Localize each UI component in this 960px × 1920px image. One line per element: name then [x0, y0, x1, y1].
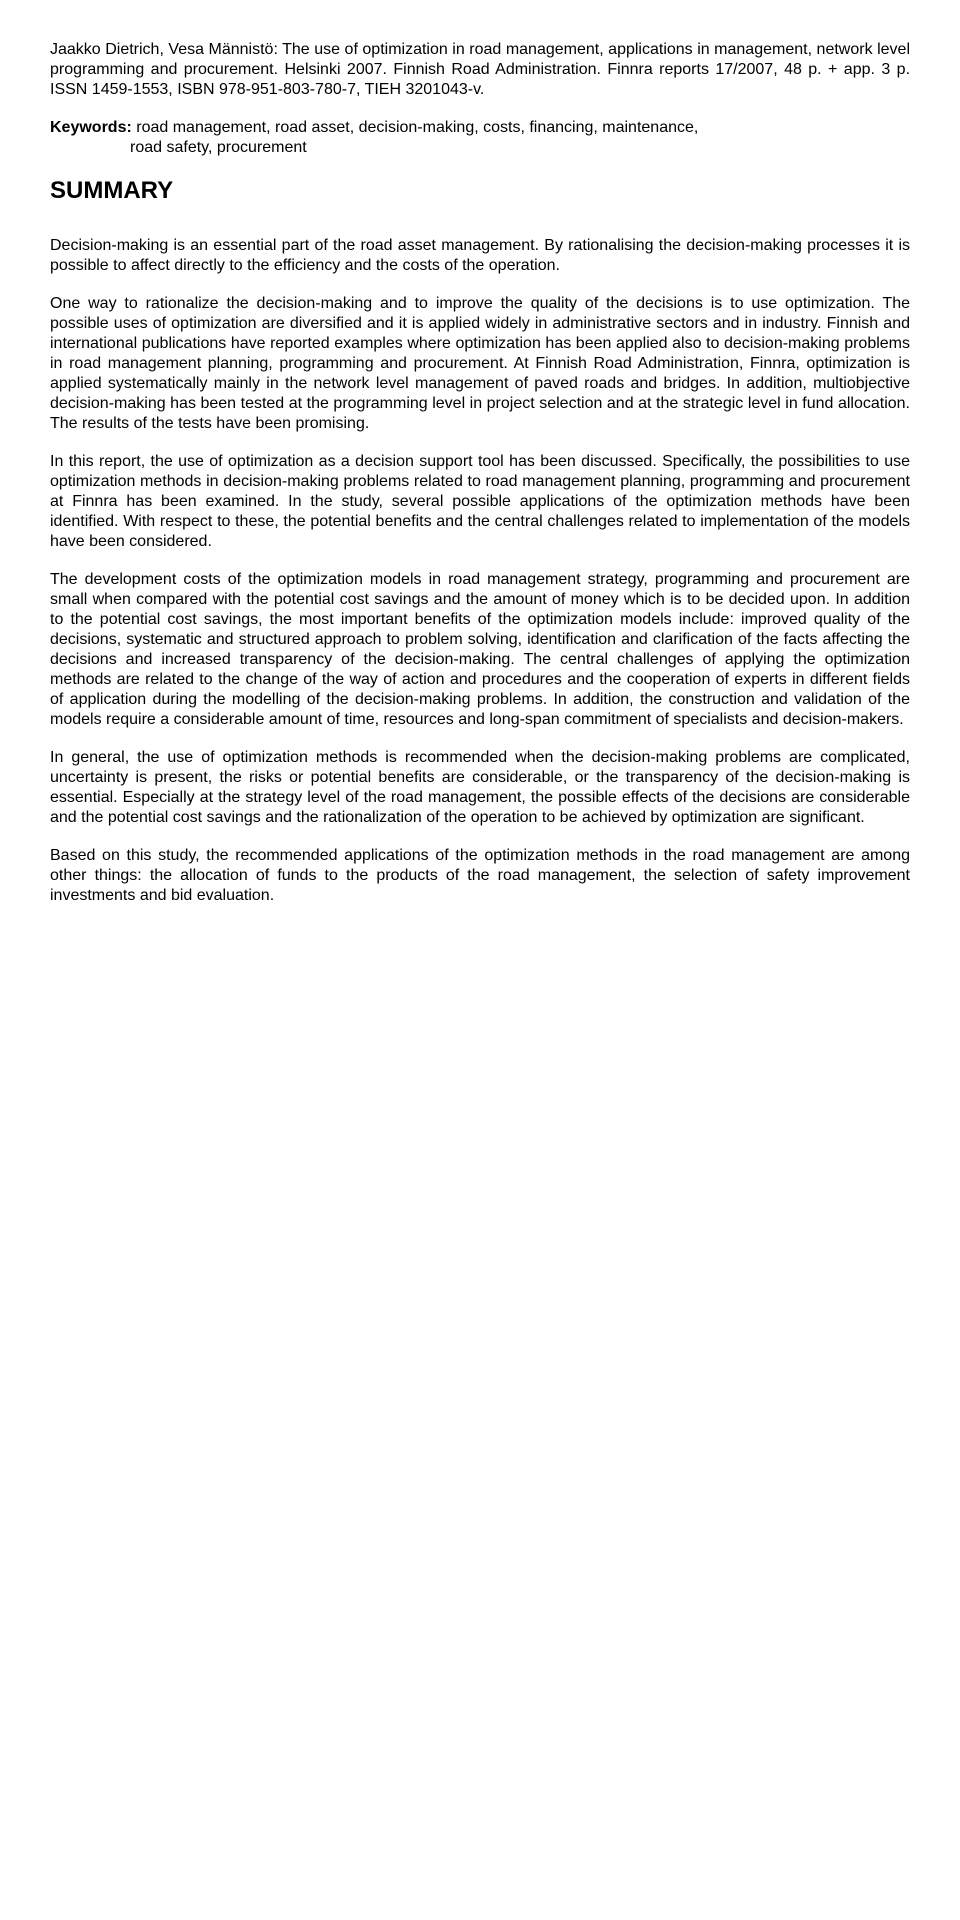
summary-heading: SUMMARY: [50, 176, 910, 206]
paragraph-4: The development costs of the optimizatio…: [50, 570, 910, 730]
paragraph-1: Decision-making is an essential part of …: [50, 236, 910, 276]
keywords-label: Keywords:: [50, 119, 132, 136]
keywords-line2: road safety, procurement: [50, 139, 307, 156]
keywords-block: Keywords: road management, road asset, d…: [50, 118, 910, 158]
citation-block: Jaakko Dietrich, Vesa Männistö: The use …: [50, 40, 910, 100]
paragraph-5: In general, the use of optimization meth…: [50, 748, 910, 828]
paragraph-2: One way to rationalize the decision-maki…: [50, 294, 910, 434]
paragraph-6: Based on this study, the recommended app…: [50, 846, 910, 906]
keywords-line1: road management, road asset, decision-ma…: [136, 119, 698, 136]
paragraph-3: In this report, the use of optimization …: [50, 452, 910, 552]
